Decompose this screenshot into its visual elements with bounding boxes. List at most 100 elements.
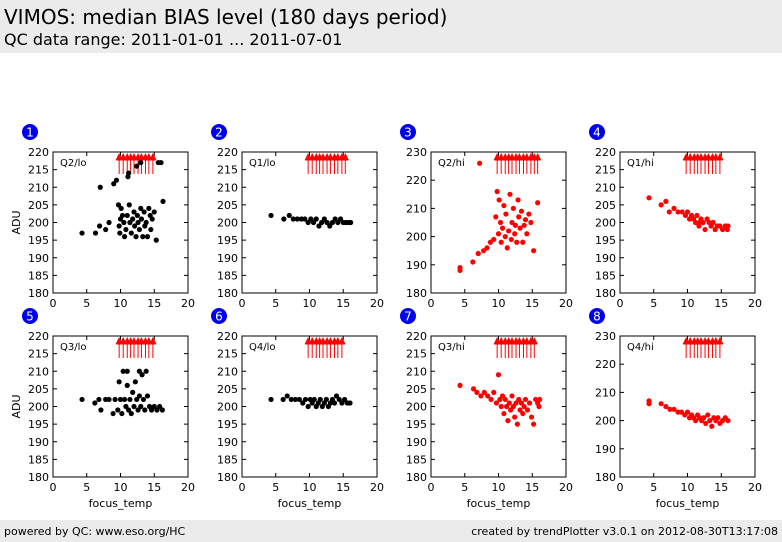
y-tick-label: 215 [406, 348, 427, 361]
data-point [149, 216, 155, 222]
x-tick-label: 0 [428, 481, 435, 494]
data-point [292, 396, 298, 403]
panel-number-badge [22, 124, 38, 140]
data-point [495, 231, 502, 237]
data-point [493, 400, 500, 406]
x-tick-label: 5 [650, 481, 657, 494]
y-axis-label: ADU [10, 210, 23, 234]
data-point [725, 418, 731, 424]
panel-number: 6 [215, 310, 223, 324]
x-tick-label: 5 [461, 481, 468, 494]
y-tick-label: 210 [217, 365, 238, 378]
event-marker [149, 153, 157, 160]
data-point [724, 226, 730, 233]
y-tick-label: 185 [406, 453, 427, 466]
data-point [697, 219, 703, 226]
x-tick-label: 0 [617, 297, 624, 310]
y-tick-label: 185 [28, 453, 49, 466]
data-point [115, 202, 122, 208]
footer-credit: powered by QC: www.eso.org/HC [4, 525, 186, 538]
data-point [121, 234, 128, 240]
data-point [702, 226, 708, 233]
plot-frame [52, 335, 189, 478]
data-point [501, 202, 507, 209]
y-tick-label: 210 [406, 365, 427, 378]
x-tick-label: 0 [50, 481, 57, 494]
data-point [143, 219, 149, 226]
y-tick-label: 180 [595, 287, 616, 300]
data-point [498, 403, 504, 410]
y-tick-label: 190 [595, 443, 616, 456]
data-point [502, 234, 508, 240]
chart-panel-1: 10 5 10 15 20180185190195200205210215220Q2/l… [10, 124, 195, 310]
data-point [131, 403, 137, 410]
data-point [317, 396, 323, 403]
data-point [478, 393, 484, 399]
y-tick-label: 205 [217, 199, 238, 212]
data-point [512, 222, 518, 228]
data-point [132, 379, 138, 385]
data-point [507, 191, 513, 197]
x-tick-label: 10 [303, 297, 317, 310]
data-point [139, 372, 145, 378]
chart-panel-8: 8 0 5 10 15 20 180 190 200 210 220 230 Q4/hi focus_te… [589, 308, 762, 510]
data-point [675, 209, 681, 215]
data-point [300, 400, 306, 406]
data-point [146, 205, 152, 211]
data-point [510, 403, 516, 410]
y-tick-label: 185 [595, 269, 616, 282]
data-point [284, 393, 290, 399]
data-point [126, 407, 132, 413]
data-point [666, 209, 672, 215]
data-point [470, 259, 476, 265]
data-point [157, 403, 163, 410]
data-point [103, 226, 109, 233]
data-point [457, 265, 463, 271]
data-point [329, 219, 336, 226]
x-tick-label: 5 [650, 297, 657, 310]
x-tick-label: 15 [714, 297, 728, 310]
data-point [148, 407, 155, 413]
y-tick-label: 195 [217, 418, 238, 431]
data-point [115, 407, 121, 413]
data-point [331, 400, 338, 406]
y-tick-label: 190 [28, 436, 49, 449]
panel-number: 7 [404, 310, 412, 324]
x-tick-label: 15 [147, 481, 161, 494]
data-point [123, 226, 129, 233]
data-point [531, 248, 537, 254]
x-tick-label: 15 [525, 481, 539, 494]
plot-frame [619, 151, 756, 294]
data-point [151, 209, 157, 215]
data-point [132, 223, 138, 229]
data-point [348, 219, 354, 226]
y-tick-label: 205 [28, 199, 49, 212]
x-tick-label: 20 [370, 481, 384, 494]
data-point [134, 163, 140, 169]
y-tick-label: 220 [595, 146, 616, 159]
data-point [321, 216, 327, 222]
panel-number: 3 [404, 126, 412, 140]
data-point [505, 418, 511, 424]
y-tick-label: 190 [406, 259, 427, 272]
x-tick-label: 0 [617, 481, 624, 494]
event-marker [341, 153, 349, 160]
x-tick-label: 15 [714, 481, 728, 494]
data-point [536, 403, 542, 410]
data-point [494, 188, 500, 195]
data-point [124, 382, 130, 388]
data-point [130, 389, 136, 395]
y-tick-label: 200 [217, 217, 238, 230]
y-tick-label: 180 [406, 471, 427, 484]
data-point [498, 239, 504, 245]
x-axis-label: focus_temp [89, 497, 153, 510]
y-tick-label: 210 [28, 181, 49, 194]
data-point [136, 368, 142, 374]
data-point [658, 401, 664, 407]
y-tick-label: 185 [217, 453, 238, 466]
data-point [522, 396, 529, 403]
data-point [136, 393, 142, 399]
data-point [333, 393, 340, 399]
x-tick-label: 5 [83, 297, 90, 310]
series-label: Q4/hi [627, 342, 654, 353]
